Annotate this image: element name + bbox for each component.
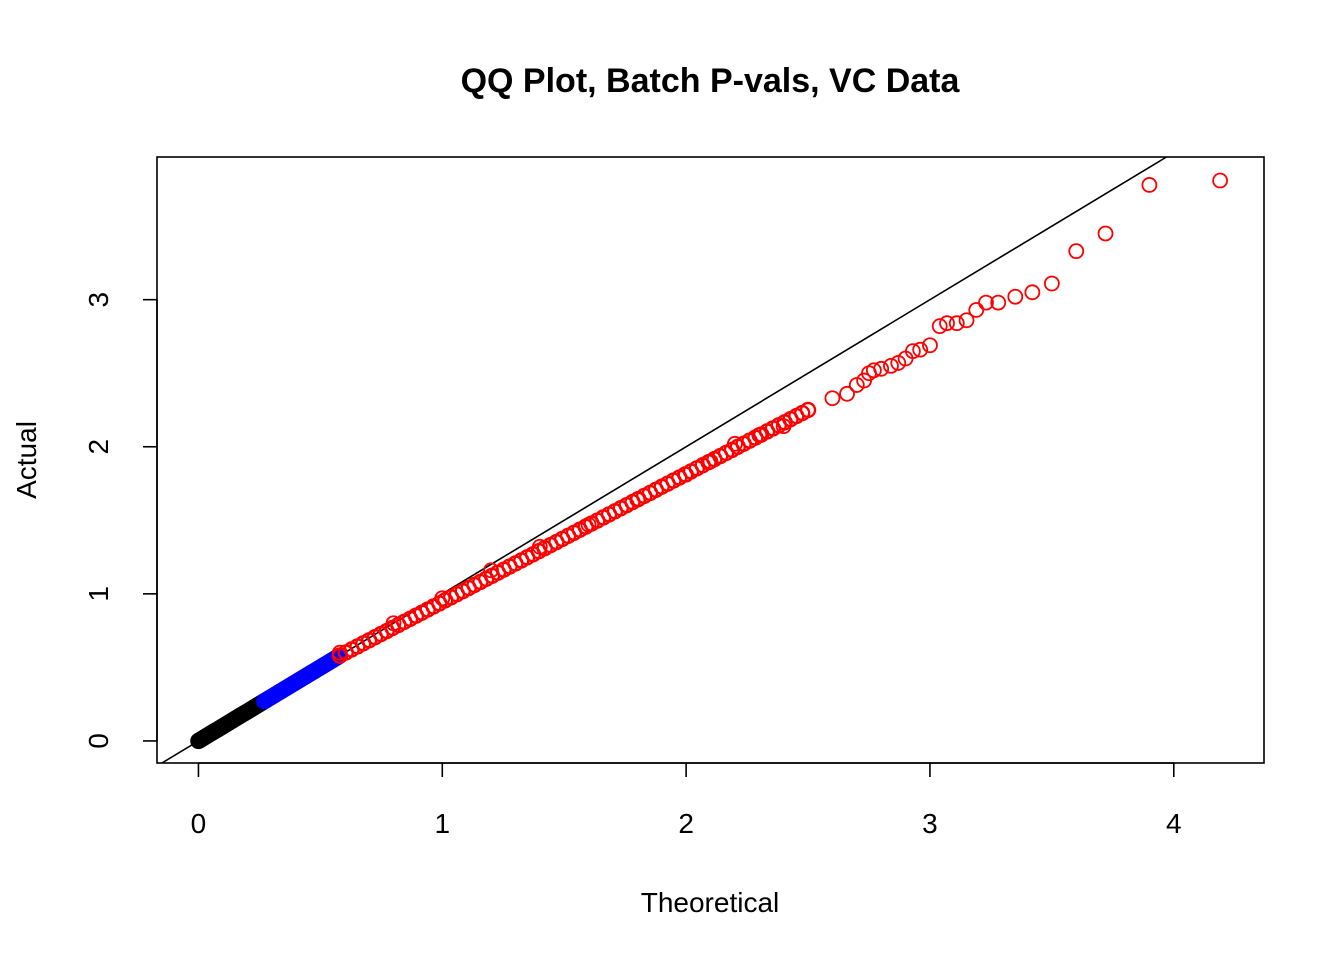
data-point <box>968 302 985 318</box>
y-axis-label: Actual <box>11 421 42 499</box>
x-axis: 0 1 2 3 4 <box>191 762 1182 839</box>
data-point <box>931 318 948 335</box>
data-point <box>702 453 719 470</box>
data-point <box>873 360 890 377</box>
data-point <box>1007 288 1024 305</box>
data-point <box>1097 225 1114 242</box>
data-point <box>312 659 329 676</box>
data-point <box>239 703 256 720</box>
data-point <box>580 516 597 533</box>
data-point <box>629 491 646 508</box>
data-point <box>726 435 743 452</box>
data-point <box>434 590 451 607</box>
data-point <box>775 418 792 435</box>
data-point <box>331 644 348 661</box>
data-point <box>678 466 695 483</box>
points-layer <box>190 172 1229 750</box>
data-point <box>1212 172 1229 189</box>
data-point <box>531 538 548 555</box>
data-point <box>865 362 882 379</box>
chart-title: QQ Plot, Batch P-vals, VC Data <box>461 62 961 100</box>
x-tick-label: 4 <box>1166 808 1182 839</box>
data-point <box>292 671 309 688</box>
data-point <box>824 390 841 407</box>
data-point <box>385 615 402 632</box>
y-axis: 0 1 2 3 <box>83 292 158 749</box>
data-point <box>990 294 1007 311</box>
y-tick-label: 0 <box>83 733 114 749</box>
data-point <box>839 385 855 402</box>
x-tick-label: 2 <box>678 808 694 839</box>
data-point <box>912 341 929 358</box>
data-point <box>800 402 816 418</box>
data-point <box>214 718 231 735</box>
data-point <box>922 337 938 354</box>
data-point <box>1141 177 1158 193</box>
data-point <box>190 733 207 749</box>
data-point <box>883 357 899 374</box>
data-point <box>978 294 994 311</box>
x-tick-label: 0 <box>191 808 207 839</box>
data-point <box>202 725 219 742</box>
data-point <box>1043 275 1060 292</box>
x-tick-label: 1 <box>434 808 450 839</box>
x-axis-label: Theoretical <box>641 887 780 918</box>
data-point <box>275 681 292 698</box>
y-tick-label: 1 <box>83 586 114 602</box>
data-point <box>751 427 768 443</box>
data-point <box>904 343 921 360</box>
data-point <box>256 693 273 710</box>
y-tick-label: 3 <box>83 292 114 308</box>
data-point <box>227 710 243 727</box>
data-point <box>958 312 975 329</box>
data-point <box>1068 243 1085 260</box>
data-point <box>948 315 965 332</box>
data-point <box>1024 284 1041 301</box>
data-point <box>939 315 955 332</box>
y-tick-label: 2 <box>83 439 114 455</box>
data-point <box>483 562 499 579</box>
x-tick-label: 3 <box>922 808 938 839</box>
